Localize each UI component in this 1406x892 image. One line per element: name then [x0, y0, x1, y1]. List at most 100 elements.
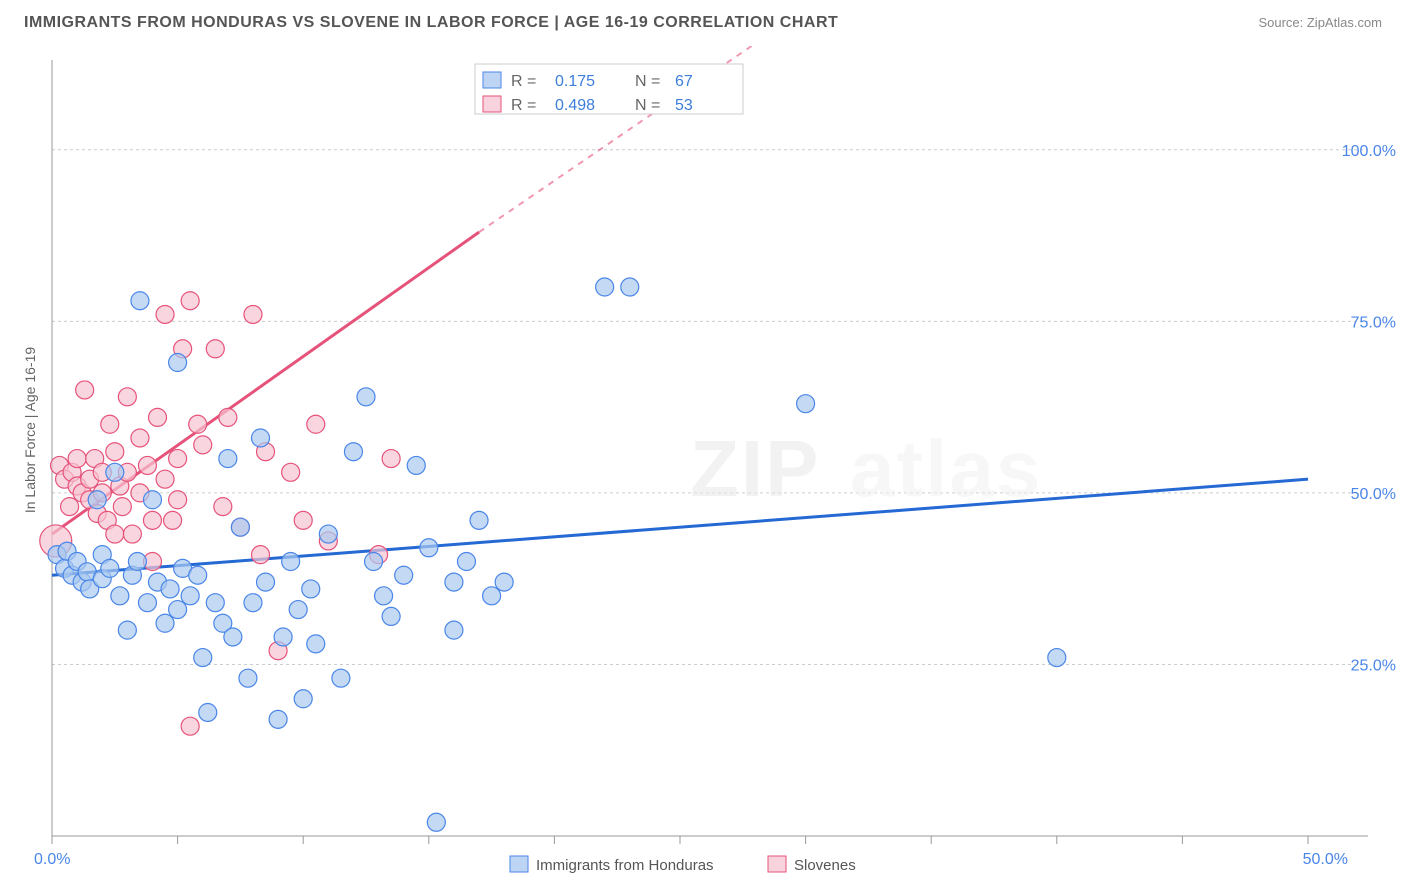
scatter-point-blue: [365, 553, 383, 571]
scatter-point-pink: [282, 463, 300, 481]
scatter-point-blue: [128, 553, 146, 571]
stat-n-value: 53: [675, 97, 693, 114]
scatter-point-pink: [382, 450, 400, 468]
scatter-point-blue: [357, 388, 375, 406]
legend-swatch: [510, 856, 528, 872]
watermark: ZIP: [690, 424, 820, 513]
scatter-point-pink: [131, 429, 149, 447]
scatter-point-pink: [169, 491, 187, 509]
scatter-point-pink: [294, 511, 312, 529]
scatter-point-pink: [164, 511, 182, 529]
legend-swatch: [768, 856, 786, 872]
scatter-point-pink: [138, 456, 156, 474]
scatter-point-blue: [194, 649, 212, 667]
scatter-point-pink: [214, 498, 232, 516]
scatter-point-pink: [156, 470, 174, 488]
scatter-point-pink: [181, 292, 199, 310]
scatter-point-blue: [143, 491, 161, 509]
legend-swatch: [483, 72, 501, 88]
scatter-point-blue: [169, 601, 187, 619]
scatter-point-blue: [470, 511, 488, 529]
stat-n-label: N =: [635, 73, 660, 90]
stat-r-label: R =: [511, 97, 536, 114]
scatter-point-blue: [251, 429, 269, 447]
scatter-point-pink: [189, 415, 207, 433]
scatter-point-pink: [206, 340, 224, 358]
legend-label: Slovenes: [794, 857, 856, 874]
y-tick-label: 75.0%: [1351, 314, 1396, 331]
scatter-point-blue: [395, 566, 413, 584]
scatter-point-blue: [111, 587, 129, 605]
scatter-point-blue: [138, 594, 156, 612]
scatter-point-blue: [231, 518, 249, 536]
scatter-point-blue: [106, 463, 124, 481]
scatter-point-blue: [294, 690, 312, 708]
scatter-point-blue: [307, 635, 325, 653]
scatter-point-pink: [307, 415, 325, 433]
scatter-point-blue: [483, 587, 501, 605]
scatter-point-pink: [113, 498, 131, 516]
scatter-point-blue: [118, 621, 136, 639]
scatter-point-blue: [219, 450, 237, 468]
y-tick-label: 25.0%: [1351, 657, 1396, 674]
scatter-point-pink: [156, 305, 174, 323]
legend-label: Immigrants from Honduras: [536, 857, 714, 874]
scatter-point-blue: [101, 559, 119, 577]
scatter-chart: 25.0%50.0%75.0%100.0%ZIPatlas0.0%50.0%R …: [0, 46, 1406, 892]
stat-r-label: R =: [511, 73, 536, 90]
scatter-point-blue: [375, 587, 393, 605]
scatter-point-blue: [319, 525, 337, 543]
y-tick-label: 50.0%: [1351, 486, 1396, 503]
scatter-point-pink: [61, 498, 79, 516]
scatter-point-blue: [239, 669, 257, 687]
stat-n-value: 67: [675, 73, 693, 90]
scatter-point-pink: [143, 511, 161, 529]
legend-swatch: [483, 96, 501, 112]
scatter-point-blue: [269, 710, 287, 728]
stat-r-value: 0.175: [555, 73, 595, 90]
scatter-point-pink: [244, 305, 262, 323]
scatter-point-blue: [332, 669, 350, 687]
scatter-point-pink: [194, 436, 212, 454]
scatter-point-pink: [149, 408, 167, 426]
scatter-point-blue: [189, 566, 207, 584]
scatter-point-blue: [457, 553, 475, 571]
page-title: IMMIGRANTS FROM HONDURAS VS SLOVENE IN L…: [24, 14, 838, 32]
scatter-point-blue: [1048, 649, 1066, 667]
scatter-point-blue: [427, 813, 445, 831]
scatter-point-blue: [257, 573, 275, 591]
stat-n-label: N =: [635, 97, 660, 114]
scatter-point-blue: [206, 594, 224, 612]
source-label: Source: ZipAtlas.com: [1258, 15, 1382, 30]
scatter-point-blue: [181, 587, 199, 605]
scatter-point-blue: [445, 621, 463, 639]
scatter-point-blue: [495, 573, 513, 591]
scatter-point-blue: [224, 628, 242, 646]
scatter-point-pink: [118, 388, 136, 406]
scatter-point-blue: [282, 553, 300, 571]
scatter-point-pink: [106, 525, 124, 543]
scatter-point-blue: [169, 354, 187, 372]
chart-container: 25.0%50.0%75.0%100.0%ZIPatlas0.0%50.0%R …: [0, 46, 1406, 892]
scatter-point-blue: [797, 395, 815, 413]
x-tick-label: 50.0%: [1303, 851, 1348, 868]
scatter-point-blue: [621, 278, 639, 296]
scatter-point-blue: [131, 292, 149, 310]
x-tick-label: 0.0%: [34, 851, 70, 868]
scatter-point-blue: [199, 703, 217, 721]
scatter-point-blue: [344, 443, 362, 461]
scatter-point-pink: [76, 381, 94, 399]
stat-r-value: 0.498: [555, 97, 595, 114]
scatter-point-blue: [445, 573, 463, 591]
y-tick-label: 100.0%: [1342, 143, 1396, 160]
scatter-point-pink: [101, 415, 119, 433]
scatter-point-blue: [382, 607, 400, 625]
scatter-point-pink: [169, 450, 187, 468]
scatter-point-pink: [106, 443, 124, 461]
scatter-point-blue: [289, 601, 307, 619]
scatter-point-pink: [219, 408, 237, 426]
scatter-point-blue: [156, 614, 174, 632]
scatter-point-pink: [251, 546, 269, 564]
scatter-point-blue: [161, 580, 179, 598]
scatter-point-blue: [244, 594, 262, 612]
